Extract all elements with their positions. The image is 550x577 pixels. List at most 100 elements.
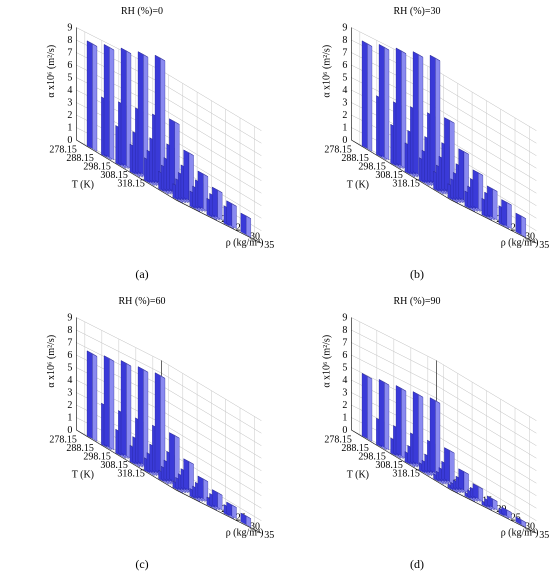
bar-top bbox=[412, 391, 424, 398]
bar-face-left bbox=[361, 373, 368, 439]
bar bbox=[487, 495, 498, 511]
bar-face-right bbox=[418, 394, 424, 468]
bar-face-left bbox=[515, 212, 522, 235]
z-tick-label: 3 bbox=[342, 388, 347, 399]
T-tick-label: 318.15 bbox=[392, 469, 420, 480]
bar-face-right bbox=[143, 369, 149, 468]
bar-face-left bbox=[120, 360, 127, 457]
bar-face-right bbox=[492, 188, 498, 221]
chart-title: RH (%)=30 bbox=[393, 6, 440, 17]
z-tick-label: 3 bbox=[342, 98, 347, 109]
chart-panel-d: 01 23 45 67 89 318.15308.15298.15288.15278.15… bbox=[321, 296, 549, 571]
z-axis-label: α x10⁶ (m²/s) bbox=[321, 45, 332, 98]
T-tick-label: 318.15 bbox=[117, 469, 145, 480]
bar-top bbox=[86, 350, 98, 357]
T-tick-label: 298.15 bbox=[83, 162, 111, 173]
bar-top bbox=[361, 373, 373, 380]
z-tick-label: 5 bbox=[342, 73, 347, 84]
z-tick-label: 1 bbox=[67, 123, 72, 134]
z-tick-label: 0 bbox=[67, 135, 72, 146]
bar-top bbox=[458, 468, 469, 475]
T-axis-label: T (K) bbox=[72, 470, 94, 481]
bar-face-left bbox=[412, 391, 419, 465]
bar-face-left bbox=[472, 169, 479, 210]
front-edge bbox=[351, 139, 452, 201]
bar-top bbox=[240, 212, 251, 219]
chart-panel-b: 01 23 45 67 89 318.15308.15298.15288.15278.15… bbox=[321, 6, 549, 281]
bar bbox=[226, 501, 237, 520]
bar-top bbox=[515, 212, 526, 219]
bar-top bbox=[103, 44, 115, 51]
bar-face-right bbox=[463, 471, 469, 494]
rho-axis-label: ρ (kg/m³) bbox=[501, 527, 539, 538]
z-tick-label: 7 bbox=[67, 48, 72, 59]
T-tick-label: 288.15 bbox=[66, 443, 94, 454]
bar-face-right bbox=[92, 353, 98, 442]
z-tick-label: 6 bbox=[342, 60, 347, 71]
z-tick-label: 8 bbox=[67, 325, 72, 336]
z-tick-label: 5 bbox=[67, 73, 72, 84]
bar bbox=[487, 185, 498, 221]
panel-caption: (b) bbox=[410, 267, 424, 281]
z-tick-label: 7 bbox=[342, 338, 347, 349]
T-tick-label: 278.15 bbox=[324, 434, 352, 445]
bar-top bbox=[472, 169, 483, 176]
bar-top bbox=[412, 51, 424, 58]
bar bbox=[501, 199, 512, 230]
chart-title: RH (%)=60 bbox=[118, 296, 165, 307]
z-tick-label: 4 bbox=[67, 85, 72, 96]
right-edge bbox=[451, 199, 537, 244]
bar-face-left bbox=[169, 118, 175, 192]
bar-face-left bbox=[154, 54, 161, 184]
bar-top bbox=[137, 51, 149, 58]
bar bbox=[458, 468, 469, 494]
bar bbox=[412, 391, 424, 468]
rho-tick-label: 30 bbox=[250, 521, 260, 532]
rho-axis-label: ρ (kg/m³) bbox=[501, 237, 539, 248]
z-tick-label: 3 bbox=[67, 388, 72, 399]
bar-face-right bbox=[367, 43, 373, 152]
bar-top bbox=[487, 495, 498, 502]
bar bbox=[444, 447, 455, 485]
bar-top bbox=[197, 475, 208, 482]
bar bbox=[212, 186, 223, 221]
bar-top bbox=[395, 47, 407, 54]
chart-title: RH (%)=0 bbox=[121, 6, 163, 17]
z-tick-label: 9 bbox=[67, 313, 72, 324]
z-tick-label: 8 bbox=[342, 325, 347, 336]
z-tick-label: 8 bbox=[342, 35, 347, 46]
T-tick-label: 288.15 bbox=[341, 443, 369, 454]
bar-face-left bbox=[458, 468, 465, 491]
bar bbox=[378, 379, 390, 451]
panel-caption: (a) bbox=[135, 267, 148, 281]
bar-face-right bbox=[506, 202, 512, 230]
bar-top bbox=[501, 506, 512, 513]
z-tick-label: 0 bbox=[342, 135, 347, 146]
bar bbox=[472, 169, 484, 212]
rho-axis-label: ρ (kg/m³) bbox=[226, 237, 264, 248]
bar bbox=[472, 483, 484, 502]
T-tick-label: 298.15 bbox=[358, 162, 386, 173]
bar-top bbox=[429, 397, 441, 404]
floor-gridline bbox=[169, 485, 255, 530]
bar-top bbox=[429, 55, 441, 61]
bar-face-right bbox=[217, 189, 223, 221]
z-tick-label: 7 bbox=[67, 338, 72, 349]
bar-face-right bbox=[126, 363, 132, 459]
bar-face-left bbox=[86, 40, 93, 149]
bar bbox=[378, 44, 390, 161]
z-tick-label: 2 bbox=[67, 110, 72, 121]
bar bbox=[120, 47, 132, 169]
bar-top bbox=[226, 200, 237, 207]
T-tick-label: 298.15 bbox=[358, 452, 386, 463]
bar-face-left bbox=[103, 44, 110, 158]
z-tick-label: 5 bbox=[67, 363, 72, 374]
bar-top bbox=[154, 55, 166, 61]
bar-face-left bbox=[137, 51, 144, 175]
bar-face-left bbox=[240, 212, 247, 235]
bar-face-left bbox=[169, 432, 175, 482]
T-tick-label: 278.15 bbox=[324, 144, 352, 155]
T-tick-label: 318.15 bbox=[117, 179, 145, 190]
z-tick-label: 9 bbox=[342, 23, 347, 34]
bar bbox=[154, 54, 166, 187]
